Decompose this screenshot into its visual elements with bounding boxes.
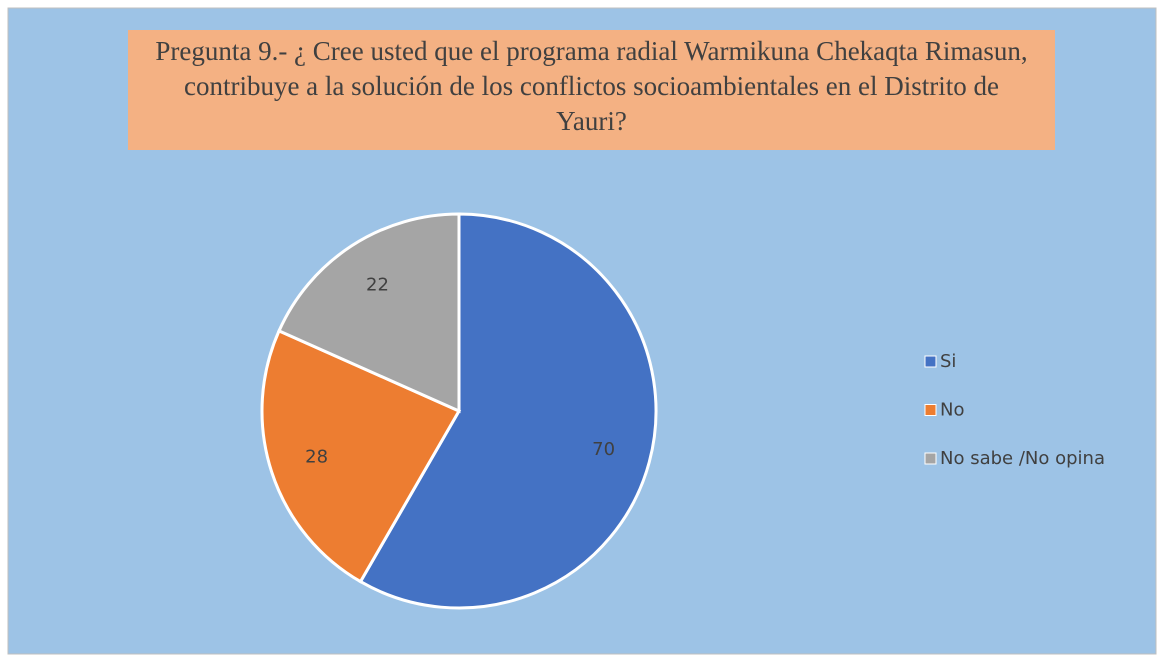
legend-swatch <box>924 355 937 368</box>
legend-swatch <box>924 452 937 465</box>
legend-label: No sabe /No opina <box>940 448 1105 469</box>
legend-swatch <box>924 404 937 416</box>
data-label: 22 <box>366 274 389 295</box>
data-label: 28 <box>305 446 328 467</box>
chart-title: Pregunta 9.- ¿ Cree usted que el program… <box>128 30 1055 150</box>
legend-label: No <box>940 400 964 421</box>
legend-label: Si <box>940 351 956 372</box>
pie-slice <box>260 328 462 584</box>
pie-slice <box>277 212 461 414</box>
pie-slice <box>358 212 658 610</box>
data-label: 70 <box>592 439 615 460</box>
